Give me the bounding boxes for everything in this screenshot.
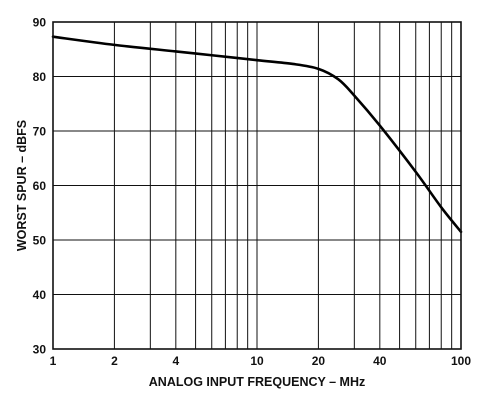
y-tick-labels: 90 80 70 60 50 40 30 — [33, 16, 47, 357]
y-tick-label: 30 — [33, 343, 47, 357]
x-tick-label: 2 — [111, 354, 118, 368]
y-axis-title: WORST SPUR – dBFS — [15, 120, 29, 251]
y-tick-label: 70 — [33, 125, 47, 139]
grid-lines — [53, 22, 461, 349]
y-tick-label: 50 — [33, 234, 47, 248]
x-tick-label: 10 — [250, 354, 264, 368]
series-line-0 — [51, 35, 463, 234]
y-tick-label: 60 — [33, 179, 47, 193]
x-tick-labels: 1 2 4 10 20 40 100 — [50, 354, 472, 368]
x-axis-title: ANALOG INPUT FREQUENCY – MHz — [149, 375, 365, 389]
plot-frame — [52, 21, 462, 350]
x-tick-label: 100 — [451, 354, 471, 368]
y-tick-label: 90 — [33, 16, 47, 30]
x-tick-label: 1 — [50, 354, 57, 368]
series-layer — [51, 35, 463, 234]
x-tick-label: 20 — [312, 354, 326, 368]
x-tick-label: 40 — [373, 354, 387, 368]
y-tick-label: 80 — [33, 70, 47, 84]
y-tick-label: 40 — [33, 288, 47, 302]
x-tick-label: 4 — [172, 354, 179, 368]
